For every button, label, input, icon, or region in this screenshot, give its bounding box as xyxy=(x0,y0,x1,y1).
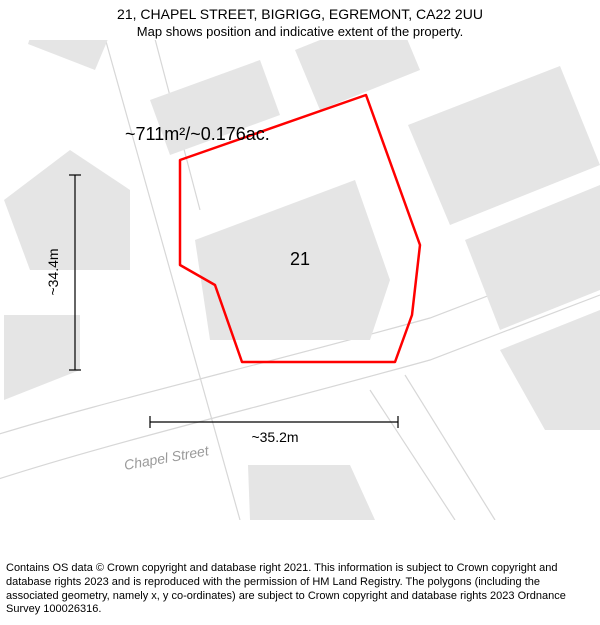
street-label: Chapel Street xyxy=(123,442,211,473)
building xyxy=(28,40,116,70)
building xyxy=(295,40,420,110)
plot-id-label: 21 xyxy=(290,249,310,269)
page-subtitle: Map shows position and indicative extent… xyxy=(0,24,600,39)
building xyxy=(248,465,375,520)
map-svg: ~711m²/~0.176ac. 21 ~34.4m ~35.2m Chapel Str… xyxy=(0,40,600,520)
header: 21, CHAPEL STREET, BIGRIGG, EGREMONT, CA… xyxy=(0,0,600,39)
width-label: ~35.2m xyxy=(251,429,298,445)
buildings-group xyxy=(4,40,600,520)
page: 21, CHAPEL STREET, BIGRIGG, EGREMONT, CA… xyxy=(0,0,600,625)
building xyxy=(4,315,80,400)
map: ~711m²/~0.176ac. 21 ~34.4m ~35.2m Chapel Str… xyxy=(0,40,600,520)
road-edge xyxy=(370,390,455,520)
page-title: 21, CHAPEL STREET, BIGRIGG, EGREMONT, CA… xyxy=(0,6,600,22)
area-label: ~711m²/~0.176ac. xyxy=(125,124,270,144)
road-edge xyxy=(405,375,495,520)
height-label: ~34.4m xyxy=(45,248,61,295)
footer-attribution: Contains OS data © Crown copyright and d… xyxy=(0,558,600,625)
building xyxy=(4,150,130,270)
